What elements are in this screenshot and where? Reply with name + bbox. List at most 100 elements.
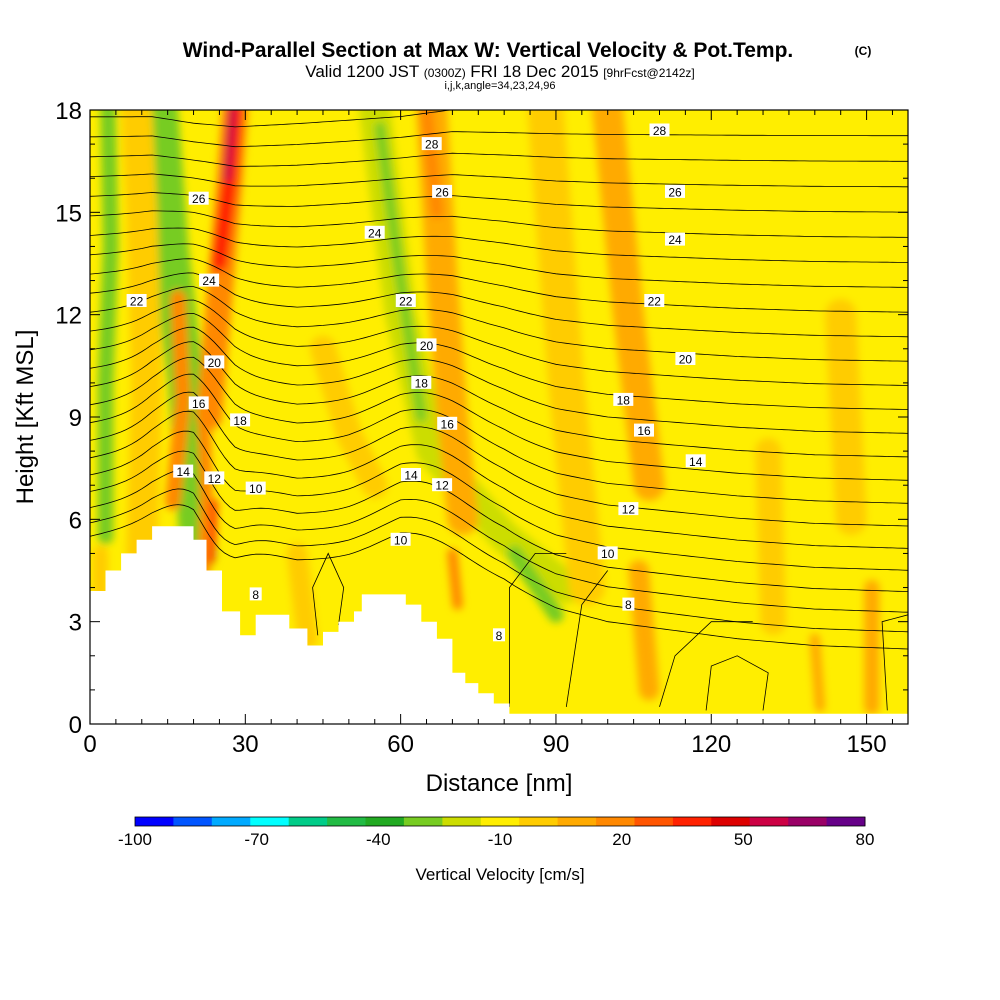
contour-label-bg bbox=[249, 587, 262, 601]
isentrope-line-23 bbox=[90, 110, 908, 128]
colorbar-swatch bbox=[711, 817, 751, 826]
colorbar-swatch bbox=[135, 817, 174, 826]
axes: 0 30 60 90 120 150 0 3 6 9 12 15 18 bbox=[55, 98, 908, 758]
contour-label-text: 28 bbox=[653, 124, 667, 138]
contour-label-text: 28 bbox=[425, 138, 439, 152]
contour-label-bg bbox=[613, 392, 634, 406]
isentrope-line-17 bbox=[90, 227, 908, 263]
velocity-band-25 bbox=[310, 335, 388, 499]
velocity-band-18 bbox=[628, 560, 660, 701]
contour-label-13: 20 bbox=[204, 355, 225, 370]
colorbar-swatch bbox=[211, 817, 251, 826]
contour-label-bg bbox=[618, 502, 639, 516]
contour-label-text: 12 bbox=[435, 479, 449, 493]
contour-label-28: 10 bbox=[597, 546, 618, 561]
y-axis-label: Height [Kft MSL] bbox=[12, 330, 39, 505]
contour-label-12: 20 bbox=[675, 352, 696, 367]
contour-label-text: 10 bbox=[601, 547, 615, 561]
colorbar-swatch bbox=[788, 817, 828, 826]
y-tick-label: 3 bbox=[69, 610, 82, 637]
velocity-band-17 bbox=[527, 110, 606, 606]
isentrope-line-19 bbox=[90, 192, 908, 213]
contour-label-bg bbox=[675, 352, 696, 365]
contour-label-10: 22 bbox=[644, 294, 665, 309]
isentrope-line-21 bbox=[90, 152, 908, 167]
contour-label-text: 14 bbox=[689, 455, 703, 469]
x-tick-label: 120 bbox=[691, 731, 731, 758]
contour-label-text: 24 bbox=[668, 233, 682, 247]
contour-label-20: 14 bbox=[685, 454, 706, 469]
colorbar-swatch bbox=[288, 817, 328, 826]
contour-label-text: 18 bbox=[233, 414, 247, 428]
contour-label-bg bbox=[432, 184, 453, 198]
contour-label-5: 24 bbox=[364, 225, 385, 240]
contour-label-text: 22 bbox=[399, 295, 413, 309]
contour-label-bg bbox=[644, 294, 665, 307]
contour-label-bg bbox=[204, 471, 225, 485]
isentrope-line-20 bbox=[90, 173, 908, 188]
velocity-band-21 bbox=[809, 633, 826, 713]
isentrope-line-14 bbox=[90, 272, 908, 338]
x-tick-label: 60 bbox=[387, 731, 414, 758]
contour-label-bg bbox=[437, 416, 458, 430]
colorbar-swatch bbox=[826, 817, 866, 826]
contour-label-0: 28 bbox=[649, 123, 670, 138]
isentrope-line-15 bbox=[90, 258, 908, 313]
contour-label-4: 26 bbox=[188, 191, 209, 206]
isentrope-line-2 bbox=[90, 470, 908, 613]
contour-label-22: 14 bbox=[401, 468, 421, 483]
colorbar: -100 -70 -40 -10 20 50 80 bbox=[118, 816, 874, 849]
contour-label-bg bbox=[416, 338, 437, 352]
colorbar-swatch bbox=[365, 817, 405, 826]
contour-label-text: 16 bbox=[441, 417, 455, 431]
contour-label-text: 16 bbox=[637, 424, 651, 438]
contour-labels: 28 28 26 26 26 24 24 24 22 22 22 20 20 20 18 18 18 16 16 16… bbox=[126, 123, 706, 643]
contour-label-text: 20 bbox=[208, 356, 222, 370]
y-tick-label: 18 bbox=[55, 98, 82, 125]
colorbar-tick-label: 20 bbox=[612, 830, 631, 849]
contour-label-text: 20 bbox=[679, 353, 693, 367]
valid-time: Valid 1200 JST bbox=[305, 62, 419, 81]
velocity-contour-1 bbox=[509, 553, 567, 707]
contour-label-text: 16 bbox=[192, 397, 206, 411]
colorbar-swatch bbox=[442, 817, 482, 826]
isentrope-line-4 bbox=[90, 430, 908, 571]
x-tick-label: 0 bbox=[83, 731, 96, 758]
contour-label-text: 26 bbox=[435, 185, 449, 199]
x-tick-label: 30 bbox=[232, 731, 259, 758]
contour-label-bg bbox=[199, 273, 220, 287]
contour-label-11: 20 bbox=[416, 338, 437, 353]
contour-label-19: 16 bbox=[634, 423, 654, 438]
velocity-contour-2 bbox=[705, 655, 769, 711]
isentrope-line-5 bbox=[90, 410, 908, 549]
forecast-info: [9hrFcst@2142z] bbox=[603, 66, 695, 80]
contour-label-bg bbox=[493, 628, 505, 642]
velocity-band-4 bbox=[223, 110, 237, 183]
contour-label-text: 18 bbox=[415, 376, 429, 390]
contour-label-text: 22 bbox=[648, 295, 662, 309]
contour-label-bg bbox=[364, 225, 385, 239]
colorbar-swatch bbox=[480, 817, 520, 826]
contour-label-26: 10 bbox=[245, 481, 266, 496]
contour-label-text: 10 bbox=[249, 482, 263, 496]
contour-label-text: 24 bbox=[368, 226, 382, 240]
contour-label-bg bbox=[395, 294, 416, 307]
contour-label-text: 18 bbox=[617, 393, 631, 407]
contour-label-bg bbox=[126, 294, 147, 307]
contour-label-2: 26 bbox=[665, 184, 685, 199]
contour-label-text: 26 bbox=[668, 185, 682, 199]
isentrope-line-3 bbox=[90, 450, 908, 592]
isentrope-line-10 bbox=[90, 326, 908, 434]
contour-label-bg bbox=[230, 413, 251, 427]
contour-label-bg bbox=[649, 123, 670, 137]
contour-label-31: 8 bbox=[493, 628, 505, 643]
velocity-contour-5 bbox=[565, 570, 609, 707]
contour-label-bg bbox=[665, 184, 685, 198]
contour-label-text: 26 bbox=[192, 192, 206, 206]
valid-utc: (0300Z) bbox=[424, 66, 466, 80]
velocity-band-24 bbox=[286, 543, 318, 650]
colorbar-tick-label: -100 bbox=[118, 830, 152, 849]
contour-label-bg bbox=[245, 481, 266, 495]
contour-label-6: 24 bbox=[665, 232, 685, 247]
contour-label-23: 12 bbox=[204, 471, 225, 486]
